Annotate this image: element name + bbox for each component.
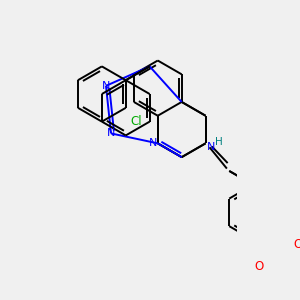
Text: N: N (102, 81, 110, 91)
Text: Cl: Cl (130, 115, 142, 128)
Text: N: N (107, 128, 115, 138)
Text: O: O (293, 238, 300, 251)
Text: H: H (215, 137, 223, 147)
Text: O: O (254, 260, 263, 274)
Text: N: N (207, 142, 215, 152)
Text: N: N (149, 138, 157, 148)
